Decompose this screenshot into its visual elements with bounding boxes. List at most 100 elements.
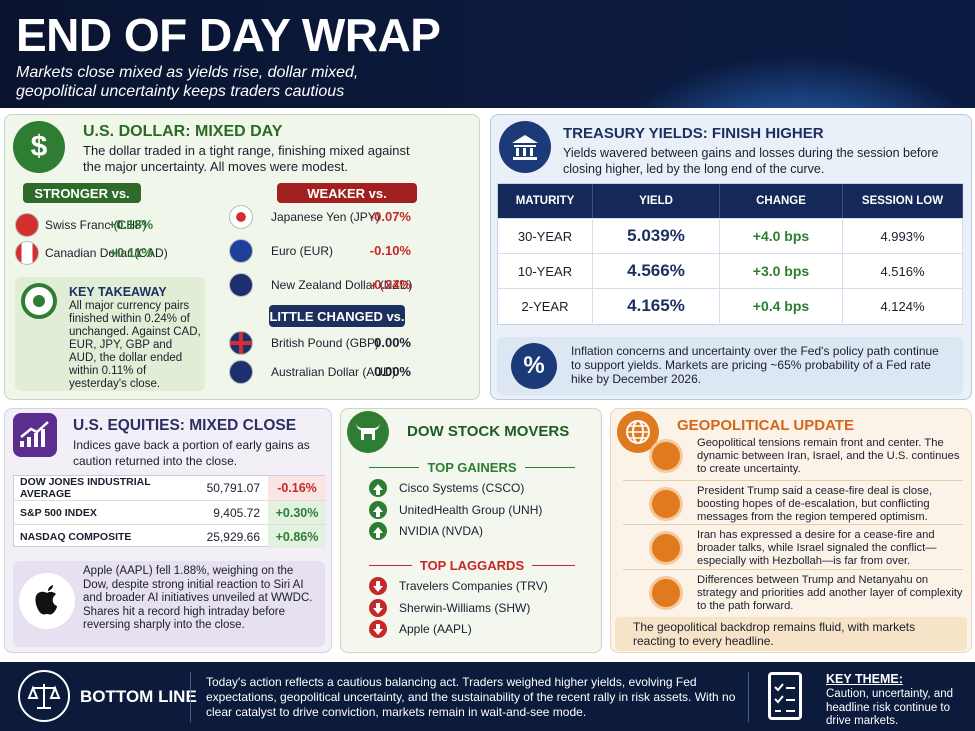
target-dot (33, 295, 45, 307)
geo-text: Geopolitical tensions remain front and c… (697, 437, 960, 475)
arrow (373, 602, 383, 614)
currency-change: +0.11% (109, 245, 153, 260)
bottom-bar: BOTTOM LINE Today's action reflects a ca… (0, 662, 975, 731)
table-header: YIELD (593, 184, 720, 218)
dollar-title: U.S. DOLLAR: MIXED DAY (83, 123, 283, 140)
arrow-icon (369, 479, 387, 497)
clipboard-glyph (774, 683, 795, 712)
table-cell: 4.165% (593, 288, 720, 323)
table-cell: +3.0 bps (720, 253, 843, 288)
divider (748, 672, 749, 722)
chart-icon (13, 413, 57, 457)
table-cell: 50,791.07 (206, 481, 260, 495)
table-cell: 2-YEAR (498, 288, 593, 323)
table-cell: 4.993% (843, 218, 963, 253)
flag (229, 360, 253, 384)
geo-items: Geopolitical tensions remain front and c… (611, 409, 973, 654)
apple-icon (19, 573, 75, 629)
currency-name: New Zealand Dollar (NZD) (271, 278, 413, 292)
separator (623, 480, 963, 481)
movers-label-text: TOP LAGGARDS (411, 558, 533, 573)
divider (190, 672, 191, 722)
apple-note-box: Apple (AAPL) fell 1.88%, weighing on the… (13, 561, 325, 647)
geo-text: Iran has expressed a desire for a cease-… (697, 529, 937, 567)
table-cell: +0.30% (268, 500, 326, 524)
arrow (373, 624, 383, 635)
table-cell: +4.0 bps (720, 218, 843, 253)
currency-change: +0.18% (108, 217, 153, 232)
table-cell: 4.124% (843, 288, 963, 323)
bull-glyph (356, 424, 380, 440)
currency-change: -0.24% (369, 277, 411, 292)
currency-name: Australian Dollar (AUD) (271, 365, 396, 379)
flag (229, 205, 253, 229)
currency-name: British Pound (GBP) (271, 336, 380, 350)
flag (229, 331, 253, 355)
scales-glyph (27, 684, 61, 709)
percent-icon: % (511, 343, 557, 389)
currency-name: Swiss Franc (CHF) (45, 218, 147, 232)
chart-glyph (20, 421, 49, 447)
equities-panel: U.S. EQUITIES: MIXED CLOSE Indices gave … (4, 408, 332, 653)
flag (229, 239, 253, 263)
arrow (373, 484, 383, 495)
table-cell: DOW JONES INDUSTRIAL AVERAGE (20, 476, 151, 500)
table-cell: NASDAQ COMPOSITE (14, 524, 194, 548)
table-cell: 25,929.66 (194, 524, 268, 548)
little-changed-label: LITTLE CHANGED vs. (269, 305, 405, 327)
arrow-icon (369, 577, 387, 595)
table-cell: 5.039% (593, 218, 720, 253)
dow-lists: TOP GAINERS Cisco Systems (CSCO) UnitedHea… (341, 409, 603, 654)
mover-name: UnitedHealth Group (UNH) (399, 502, 543, 517)
table-cell: 4.516% (843, 253, 963, 288)
bank-glyph (512, 135, 538, 160)
table-cell: S&P 500 INDEX (14, 500, 194, 524)
movers-label: TOP LAGGARDS (341, 557, 603, 575)
index-table: DOW JONES INDUSTRIAL AVERAGE 50,791.07 -0.… (13, 475, 326, 548)
currency-change: 0.00% (374, 364, 411, 379)
treasury-text: Yields wavered between gains and losses … (563, 146, 939, 176)
geo-icon (649, 531, 683, 565)
target-icon (21, 283, 57, 319)
dollar-text: The dollar traded in a tight range, fini… (83, 143, 410, 174)
mover-name: Sherwin-Williams (SHW) (399, 600, 531, 615)
header: END OF DAY WRAP Markets close mixed as y… (0, 0, 975, 108)
geo-icon (649, 576, 683, 610)
table-cell: 30-YEAR (498, 218, 593, 253)
flag (15, 241, 39, 265)
arrow-icon (369, 500, 387, 519)
geo-title: GEOPOLITICAL UPDATE (677, 417, 854, 434)
takeaway-box: KEY TAKEAWAY All major currency pairs fi… (15, 277, 205, 391)
table-cell: +0.4 bps (720, 288, 843, 323)
bank-icon (499, 121, 551, 173)
yield-table: MATURITY YIELD CHANGE SESSION LOW 30-YEAR 5.0… (497, 183, 963, 325)
mover-name: NVIDIA (NVDA) (399, 524, 484, 538)
dollar-panel: $ U.S. DOLLAR: MIXED DAY The dollar trad… (4, 114, 480, 400)
arrow (373, 505, 383, 517)
geo-icon (649, 487, 683, 521)
arrow (373, 527, 383, 538)
currency-change: 0.00% (374, 335, 411, 350)
currency-name: Japanese Yen (JPY) (271, 210, 380, 224)
key-theme-title: KEY THEME: (826, 672, 903, 686)
mover-name: Apple (AAPL) (399, 622, 472, 636)
separator (623, 569, 963, 570)
currency-change: -0.10% (369, 243, 411, 258)
geo-footer: The geopolitical backdrop remains fluid,… (633, 620, 916, 648)
equities-title: U.S. EQUITIES: MIXED CLOSE (73, 417, 297, 434)
mover-name: Cisco Systems (CSCO) (399, 481, 525, 495)
arrow-icon (369, 598, 387, 617)
apple-glyph (35, 585, 57, 615)
table-cell: +0.86% (268, 524, 326, 548)
currency-name: Euro (EUR) (271, 244, 334, 258)
weaker-label: WEAKER vs. (277, 183, 417, 203)
table-header: SESSION LOW (843, 184, 963, 218)
currency-change: -0.07% (369, 209, 411, 224)
stronger-label: STRONGER vs. (23, 183, 141, 203)
bull-icon (347, 411, 389, 453)
table-cell: 10-YEAR (498, 253, 593, 288)
geo-footer-box: The geopolitical backdrop remains fluid,… (615, 617, 967, 651)
treasury-title: TREASURY YIELDS: FINISH HIGHER (563, 125, 824, 142)
table-header: CHANGE (720, 184, 843, 218)
